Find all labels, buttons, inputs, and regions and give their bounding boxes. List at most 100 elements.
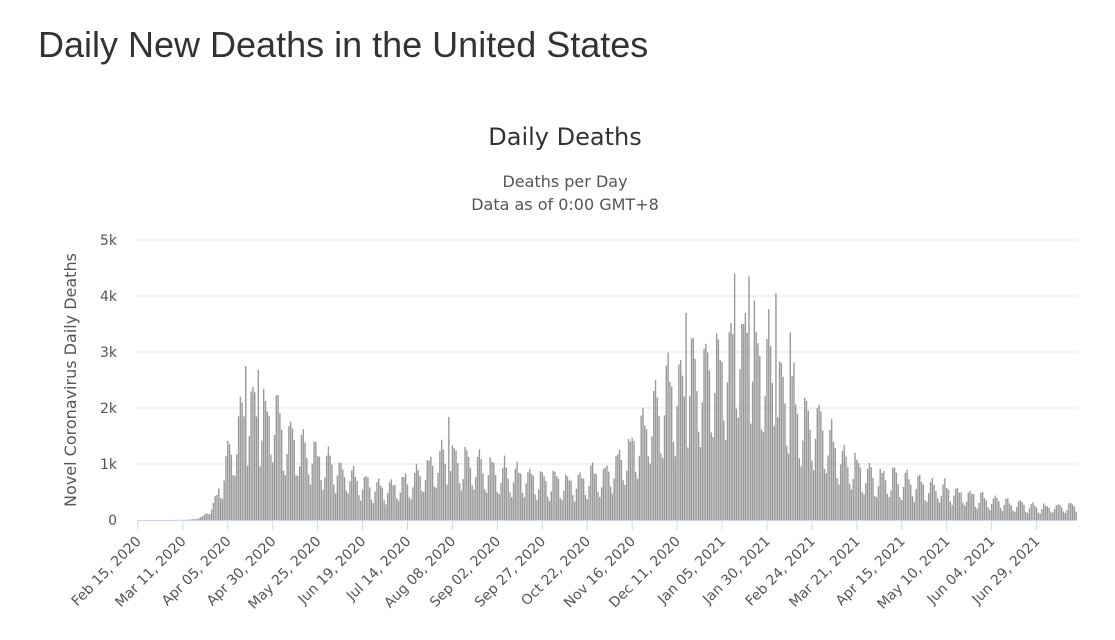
bar[interactable] <box>246 465 249 520</box>
bar[interactable] <box>875 497 878 520</box>
bar[interactable] <box>212 502 215 520</box>
bar[interactable] <box>904 472 907 520</box>
bar[interactable] <box>334 493 337 520</box>
bar[interactable] <box>365 476 367 520</box>
bar[interactable] <box>697 431 700 520</box>
bar[interactable] <box>539 471 542 520</box>
bar[interactable] <box>453 448 455 520</box>
bar[interactable] <box>1035 507 1038 520</box>
bar[interactable] <box>564 474 567 520</box>
bar[interactable] <box>954 488 957 520</box>
bar[interactable] <box>901 500 903 520</box>
bar[interactable] <box>275 395 277 520</box>
bar[interactable] <box>520 473 522 520</box>
bar[interactable] <box>570 480 572 520</box>
bar[interactable] <box>807 410 809 521</box>
bar[interactable] <box>976 508 978 520</box>
bar[interactable] <box>742 324 745 520</box>
bar[interactable] <box>1014 511 1016 520</box>
bar[interactable] <box>227 440 229 520</box>
bar[interactable] <box>1025 511 1027 520</box>
bar[interactable] <box>503 455 506 520</box>
bar[interactable] <box>825 473 827 520</box>
bar[interactable] <box>989 509 991 520</box>
bar[interactable] <box>554 471 556 520</box>
bar[interactable] <box>207 514 209 520</box>
bar[interactable] <box>766 339 768 520</box>
bar[interactable] <box>692 337 694 520</box>
bar[interactable] <box>493 462 495 520</box>
bar[interactable] <box>888 497 890 520</box>
bar[interactable] <box>854 452 856 520</box>
bar[interactable] <box>703 348 705 520</box>
bar[interactable] <box>329 455 331 520</box>
bar[interactable] <box>572 494 574 520</box>
bar[interactable] <box>924 500 926 520</box>
bar[interactable] <box>678 364 680 521</box>
bar[interactable] <box>793 362 795 520</box>
bar[interactable] <box>635 471 637 520</box>
bar[interactable] <box>460 490 463 520</box>
bar[interactable] <box>372 503 375 520</box>
bar[interactable] <box>295 475 297 520</box>
bar[interactable] <box>270 454 272 520</box>
bar[interactable] <box>243 416 245 520</box>
bar[interactable] <box>309 484 312 520</box>
bar[interactable] <box>548 501 551 520</box>
bar[interactable] <box>773 426 775 520</box>
bar[interactable] <box>311 463 313 520</box>
bar[interactable] <box>845 456 847 520</box>
bar[interactable] <box>437 472 439 520</box>
bar[interactable] <box>857 463 860 520</box>
bar[interactable] <box>958 492 960 520</box>
bar[interactable] <box>877 486 880 520</box>
bar[interactable] <box>690 338 693 520</box>
bar[interactable] <box>784 403 786 520</box>
bar[interactable] <box>1066 509 1068 520</box>
bar[interactable] <box>552 470 554 520</box>
bar[interactable] <box>370 499 373 520</box>
bar[interactable] <box>836 478 838 520</box>
bar[interactable] <box>532 475 535 520</box>
bar[interactable] <box>254 392 256 520</box>
bar[interactable] <box>316 456 319 520</box>
bar[interactable] <box>987 507 989 520</box>
bar[interactable] <box>237 416 240 520</box>
bar[interactable] <box>821 430 824 520</box>
bar[interactable] <box>778 361 781 520</box>
bar[interactable] <box>485 492 488 520</box>
bar[interactable] <box>685 312 687 520</box>
bar[interactable] <box>863 494 865 520</box>
bar[interactable] <box>232 475 234 520</box>
bar[interactable] <box>466 450 468 520</box>
bar[interactable] <box>967 492 969 520</box>
bar[interactable] <box>1062 511 1065 520</box>
bar[interactable] <box>379 485 382 520</box>
bar[interactable] <box>687 447 689 520</box>
bar[interactable] <box>739 369 741 520</box>
bar[interactable] <box>775 293 777 520</box>
bar[interactable] <box>600 487 603 520</box>
bar[interactable] <box>870 467 872 520</box>
bar[interactable] <box>732 333 734 520</box>
bar[interactable] <box>462 479 464 520</box>
bar[interactable] <box>874 495 876 520</box>
bar[interactable] <box>527 472 529 520</box>
bar[interactable] <box>473 489 475 520</box>
bar[interactable] <box>985 500 987 520</box>
bar[interactable] <box>805 400 808 520</box>
bar[interactable] <box>1010 505 1013 520</box>
bar[interactable] <box>498 493 500 520</box>
bar[interactable] <box>951 504 953 520</box>
bar[interactable] <box>494 474 497 520</box>
bar[interactable] <box>367 477 369 520</box>
bar[interactable] <box>595 473 597 520</box>
bar[interactable] <box>509 492 511 520</box>
bar[interactable] <box>555 476 558 520</box>
bar[interactable] <box>325 455 328 520</box>
bar[interactable] <box>753 300 756 520</box>
bar[interactable] <box>856 459 858 520</box>
bar[interactable] <box>582 478 585 520</box>
bar[interactable] <box>1012 510 1014 520</box>
bar[interactable] <box>669 381 671 520</box>
